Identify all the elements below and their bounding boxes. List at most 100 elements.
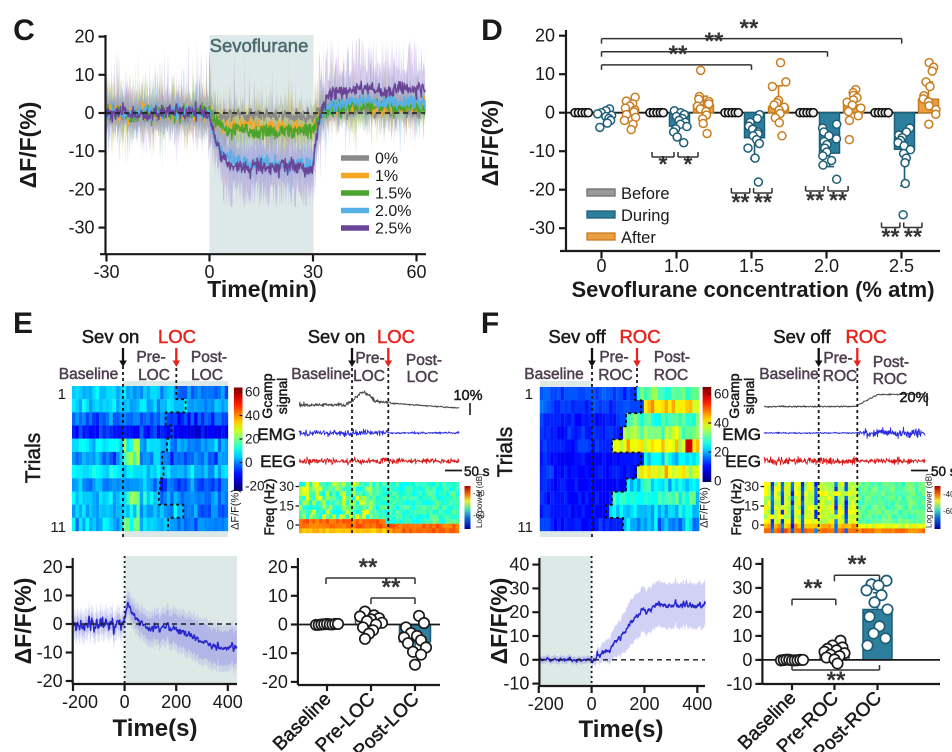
svg-text:Baseline: Baseline bbox=[291, 366, 350, 383]
svg-text:200: 200 bbox=[161, 692, 191, 712]
svg-text:Baseline: Baseline bbox=[759, 366, 818, 383]
svg-text:400: 400 bbox=[682, 694, 712, 714]
svg-text:10: 10 bbox=[535, 64, 555, 84]
svg-text:Post-: Post- bbox=[654, 349, 690, 366]
svg-text:40: 40 bbox=[732, 554, 752, 574]
svg-text:**: ** bbox=[705, 28, 724, 55]
svg-text:EMG: EMG bbox=[722, 425, 761, 444]
svg-text:20: 20 bbox=[43, 557, 63, 577]
svg-text:0: 0 bbox=[278, 615, 288, 635]
svg-text:1: 1 bbox=[58, 386, 66, 403]
svg-text:30: 30 bbox=[509, 578, 529, 598]
svg-text:50 s: 50 s bbox=[931, 464, 952, 479]
svg-text:400: 400 bbox=[213, 692, 243, 712]
svg-text:-30: -30 bbox=[68, 218, 94, 238]
svg-text:40: 40 bbox=[714, 416, 729, 431]
svg-text:Gcamp: Gcamp bbox=[259, 373, 275, 418]
svg-text:ΔF/F(%): ΔF/F(%) bbox=[230, 489, 242, 530]
svg-text:ROC: ROC bbox=[619, 326, 660, 347]
svg-text:Time(s): Time(s) bbox=[579, 716, 664, 743]
svg-text:EEG: EEG bbox=[725, 452, 761, 471]
svg-text:LOC: LOC bbox=[353, 368, 385, 385]
svg-text:**: ** bbox=[754, 189, 772, 215]
svg-text:20: 20 bbox=[714, 445, 729, 460]
svg-text:EEG: EEG bbox=[260, 452, 296, 471]
svg-text:40: 40 bbox=[245, 408, 260, 423]
svg-text:20: 20 bbox=[245, 432, 260, 447]
svg-text:-30: -30 bbox=[93, 262, 119, 282]
svg-text:-60: -60 bbox=[943, 507, 952, 516]
svg-text:0: 0 bbox=[84, 103, 94, 123]
svg-text:**: ** bbox=[740, 15, 759, 42]
svg-text:Log power (dB): Log power (dB) bbox=[475, 473, 484, 528]
svg-text:ROC: ROC bbox=[598, 367, 632, 384]
svg-text:EMG: EMG bbox=[257, 425, 296, 444]
svg-text:Post-: Post- bbox=[406, 352, 442, 369]
svg-text:0: 0 bbox=[245, 455, 253, 470]
svg-text:10%: 10% bbox=[453, 388, 482, 404]
svg-text:Sev on: Sev on bbox=[82, 326, 140, 347]
svg-text:0: 0 bbox=[545, 103, 555, 123]
svg-text:LOC: LOC bbox=[377, 326, 415, 347]
svg-text:**: ** bbox=[882, 224, 900, 250]
svg-text:30: 30 bbox=[279, 479, 294, 494]
svg-text:10: 10 bbox=[268, 586, 288, 606]
svg-text:Trials: Trials bbox=[22, 433, 45, 484]
svg-text:2.5%: 2.5% bbox=[375, 221, 411, 238]
svg-text:1.5%: 1.5% bbox=[375, 186, 411, 203]
svg-text:**: ** bbox=[904, 224, 922, 250]
svg-text:2.0: 2.0 bbox=[814, 256, 839, 276]
svg-text:1%: 1% bbox=[375, 168, 398, 185]
svg-text:60: 60 bbox=[245, 385, 260, 400]
svg-text:-200: -200 bbox=[528, 694, 564, 714]
svg-text:60: 60 bbox=[406, 262, 426, 282]
svg-text:0: 0 bbox=[286, 518, 294, 533]
svg-text:Freq (Hz): Freq (Hz) bbox=[262, 479, 277, 536]
svg-text:*: * bbox=[659, 151, 668, 177]
svg-text:Baseline: Baseline bbox=[59, 366, 118, 383]
svg-text:Sevoflurane concentration (% a: Sevoflurane concentration (% atm) bbox=[571, 277, 934, 302]
svg-text:**: ** bbox=[829, 187, 847, 213]
svg-text:ROC: ROC bbox=[823, 368, 857, 385]
svg-text:ΔF/F(%): ΔF/F(%) bbox=[477, 100, 503, 187]
svg-text:**: ** bbox=[359, 554, 378, 581]
svg-text:**: ** bbox=[804, 575, 823, 602]
svg-text:0: 0 bbox=[751, 518, 759, 533]
svg-text:2.5: 2.5 bbox=[889, 256, 914, 276]
svg-text:After: After bbox=[621, 229, 656, 247]
svg-text:ROC: ROC bbox=[654, 367, 688, 384]
svg-text:ΔF/F(%): ΔF/F(%) bbox=[699, 487, 711, 528]
svg-text:-10: -10 bbox=[68, 141, 94, 161]
svg-text:Sev off: Sev off bbox=[548, 326, 606, 347]
svg-text:ΔF/F(%): ΔF/F(%) bbox=[10, 578, 36, 665]
svg-text:LOC: LOC bbox=[158, 326, 196, 347]
svg-text:Baseline: Baseline bbox=[524, 366, 583, 383]
svg-text:0: 0 bbox=[587, 694, 597, 714]
svg-text:20: 20 bbox=[268, 557, 288, 577]
svg-text:Pre-: Pre- bbox=[136, 349, 165, 366]
svg-text:**: ** bbox=[806, 187, 824, 213]
svg-text:0: 0 bbox=[742, 650, 752, 670]
svg-text:Log power (dB): Log power (dB) bbox=[925, 473, 934, 528]
svg-text:20: 20 bbox=[535, 26, 555, 46]
svg-text:20: 20 bbox=[509, 602, 529, 622]
svg-text:0: 0 bbox=[519, 650, 529, 670]
svg-text:signal: signal bbox=[274, 378, 290, 415]
svg-text:30: 30 bbox=[732, 578, 752, 598]
svg-text:60: 60 bbox=[714, 387, 729, 402]
svg-text:**: ** bbox=[382, 574, 401, 601]
svg-text:-10: -10 bbox=[262, 643, 288, 663]
svg-text:Pre-: Pre- bbox=[355, 350, 384, 367]
svg-text:Sev off: Sev off bbox=[773, 326, 831, 347]
svg-text:signal: signal bbox=[741, 378, 757, 415]
svg-text:-20: -20 bbox=[68, 179, 94, 199]
svg-text:0: 0 bbox=[120, 692, 130, 712]
svg-text:-10: -10 bbox=[529, 141, 555, 161]
svg-text:ROC: ROC bbox=[873, 371, 907, 388]
svg-text:20%: 20% bbox=[899, 390, 928, 406]
svg-text:Freq (Hz): Freq (Hz) bbox=[729, 479, 744, 536]
svg-text:ROC: ROC bbox=[845, 326, 886, 347]
svg-text:11: 11 bbox=[517, 519, 533, 536]
svg-text:C: C bbox=[13, 14, 35, 47]
svg-text:-20: -20 bbox=[245, 479, 265, 494]
